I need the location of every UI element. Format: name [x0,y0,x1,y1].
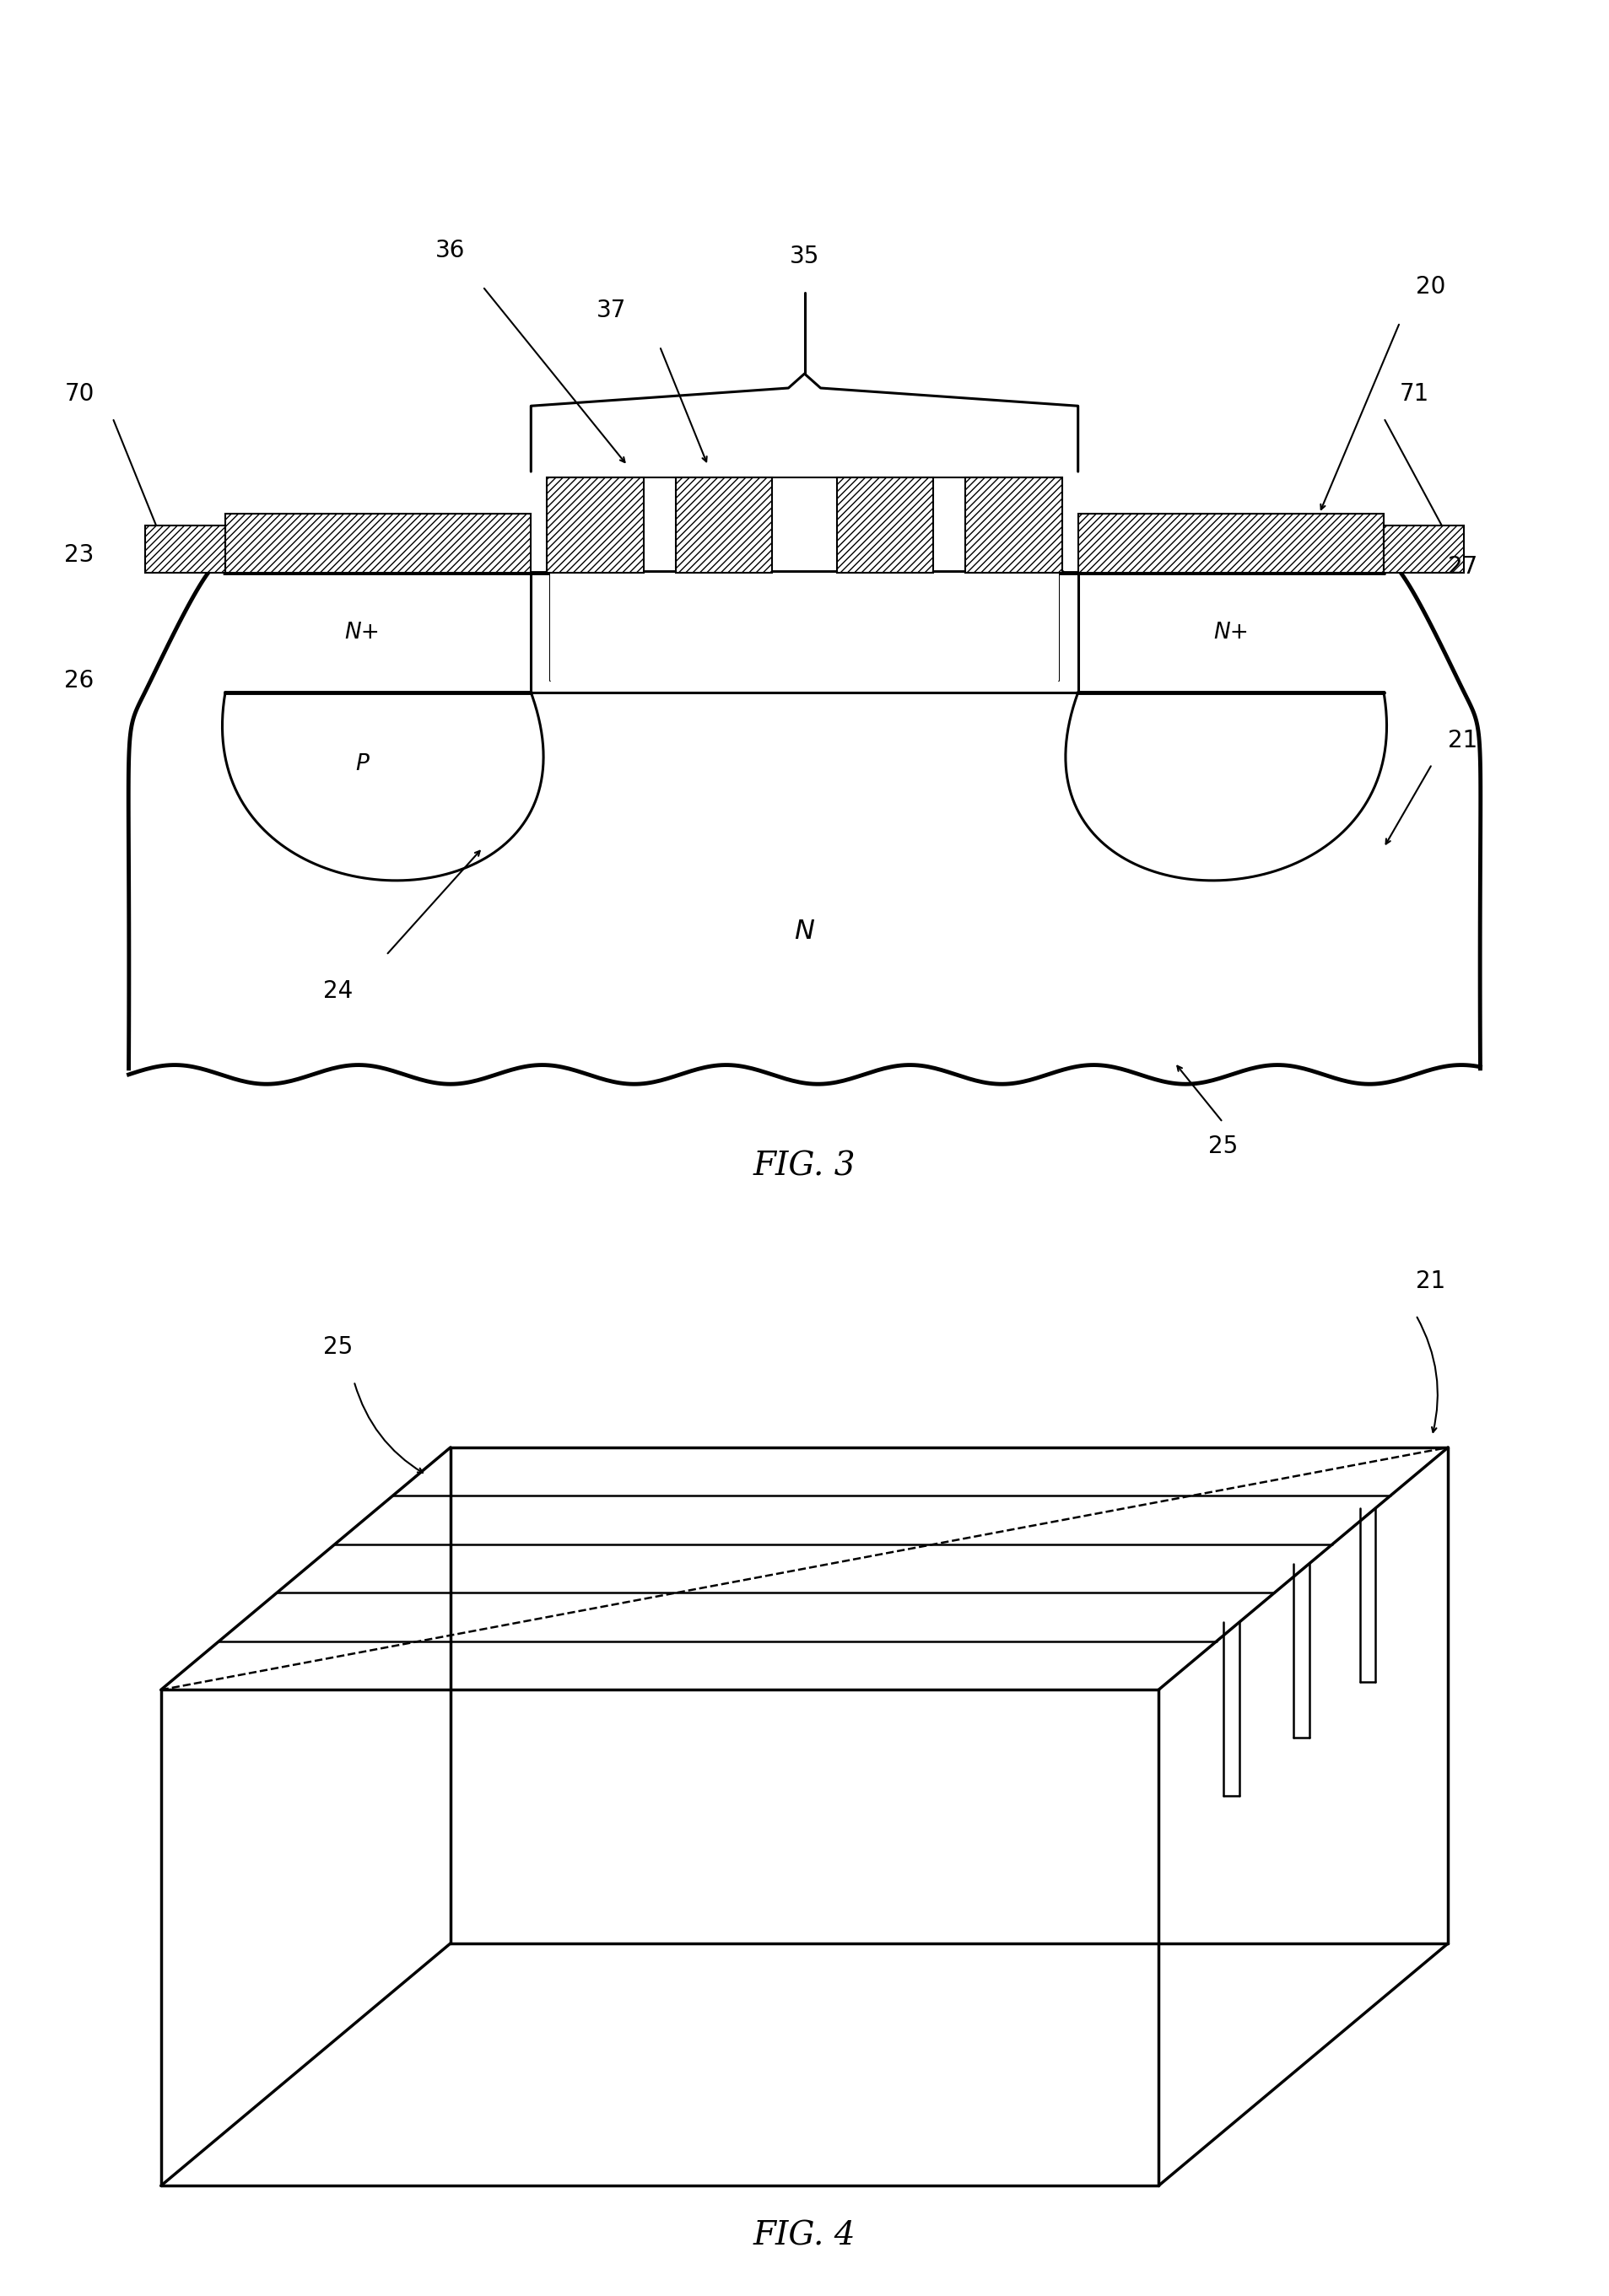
Text: 26: 26 [64,668,93,693]
Text: 70: 70 [64,383,95,406]
Bar [225,514,531,574]
Text: FIG. 4: FIG. 4 [753,2220,856,2252]
Text: N+: N+ [1213,622,1249,643]
Bar [676,478,772,574]
Text: P: P [356,753,368,776]
Text: FIG. 3: FIG. 3 [753,1150,856,1182]
Text: 21: 21 [1416,1270,1445,1293]
Bar [550,574,1059,680]
Text: 27: 27 [1448,556,1477,579]
Bar [965,478,1062,574]
Text: N: N [795,918,814,944]
Bar [1384,526,1464,574]
Bar [837,478,933,574]
Text: 71: 71 [1400,383,1429,406]
Text: 24: 24 [323,978,352,1003]
Text: 20: 20 [1416,276,1446,298]
Text: 23: 23 [64,544,95,567]
Text: 35: 35 [790,246,819,269]
Text: 21: 21 [1448,728,1477,753]
Bar [1078,514,1384,574]
Text: N+: N+ [344,622,380,643]
Text: 37: 37 [597,298,626,321]
Text: 36: 36 [436,239,465,262]
Text: 25: 25 [323,1336,352,1359]
Text: 25: 25 [1208,1134,1237,1157]
Bar [547,478,644,574]
Bar [145,526,225,574]
